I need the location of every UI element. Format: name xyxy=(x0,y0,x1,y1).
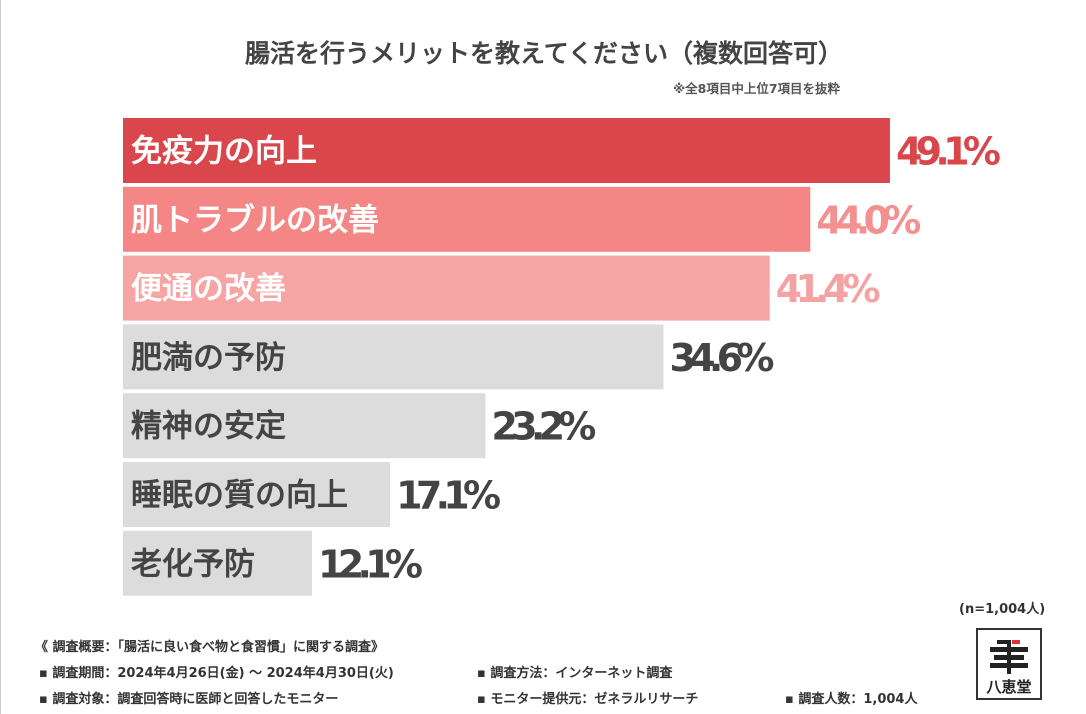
bar xyxy=(123,530,313,596)
bar xyxy=(123,462,391,527)
value-label: 41.4% xyxy=(776,267,881,311)
survey-count: ▪ 調査人数：1,004人 xyxy=(785,692,918,707)
bar xyxy=(123,393,486,459)
bar xyxy=(123,118,890,183)
category-label: 便通の改善 xyxy=(131,271,286,307)
value-label: 44.0% xyxy=(816,198,921,242)
value-label: 34.6% xyxy=(669,336,774,380)
category-label: 肌トラブルの改善 xyxy=(131,202,379,238)
chart-subtitle: ※全8項目中上位7項目を抜粋 xyxy=(673,81,841,96)
category-label: 老化予防 xyxy=(131,546,255,582)
chart-title: 腸活を行うメリットを教えてください（複数回答可） xyxy=(244,39,843,68)
value-label: 49.1% xyxy=(896,130,1001,174)
company-logo: 八恵堂 xyxy=(976,628,1042,700)
category-label: 精神の安定 xyxy=(131,409,286,445)
category-label: 睡眠の質の向上 xyxy=(131,478,348,514)
value-label: 12.1% xyxy=(318,542,423,586)
survey-provider: ▪ モニター提供元：ゼネラルリサーチ xyxy=(477,692,699,707)
bar xyxy=(123,186,811,252)
sample-size: (n=1,004人) xyxy=(959,602,1046,617)
survey-method: ▪ 調査方法：インターネット調査 xyxy=(477,666,673,681)
bar-chart: 免疫力の向上 49.1% 肌トラブルの改善 44.0% 便通の改善 41.4% 肥満の予防 3… xyxy=(123,118,1001,596)
survey-period: ▪ 調査期間：2024年4月26日(金) ～ 2024年4月30日(火) xyxy=(39,666,394,681)
bar xyxy=(123,324,664,390)
value-label: 23.2% xyxy=(491,405,596,449)
category-label: 肥満の予防 xyxy=(131,340,286,376)
survey-heading: 《 調査概要：「腸活に良い食べ物と食習慣」に関する調査》 xyxy=(35,640,385,655)
svg-text:八恵堂: 八恵堂 xyxy=(985,678,1031,696)
bar xyxy=(123,255,770,321)
category-label: 免疫力の向上 xyxy=(131,134,317,170)
value-label: 17.1% xyxy=(396,474,501,518)
survey-target: ▪ 調査対象：調査回答時に医師と回答したモニター xyxy=(39,692,339,707)
